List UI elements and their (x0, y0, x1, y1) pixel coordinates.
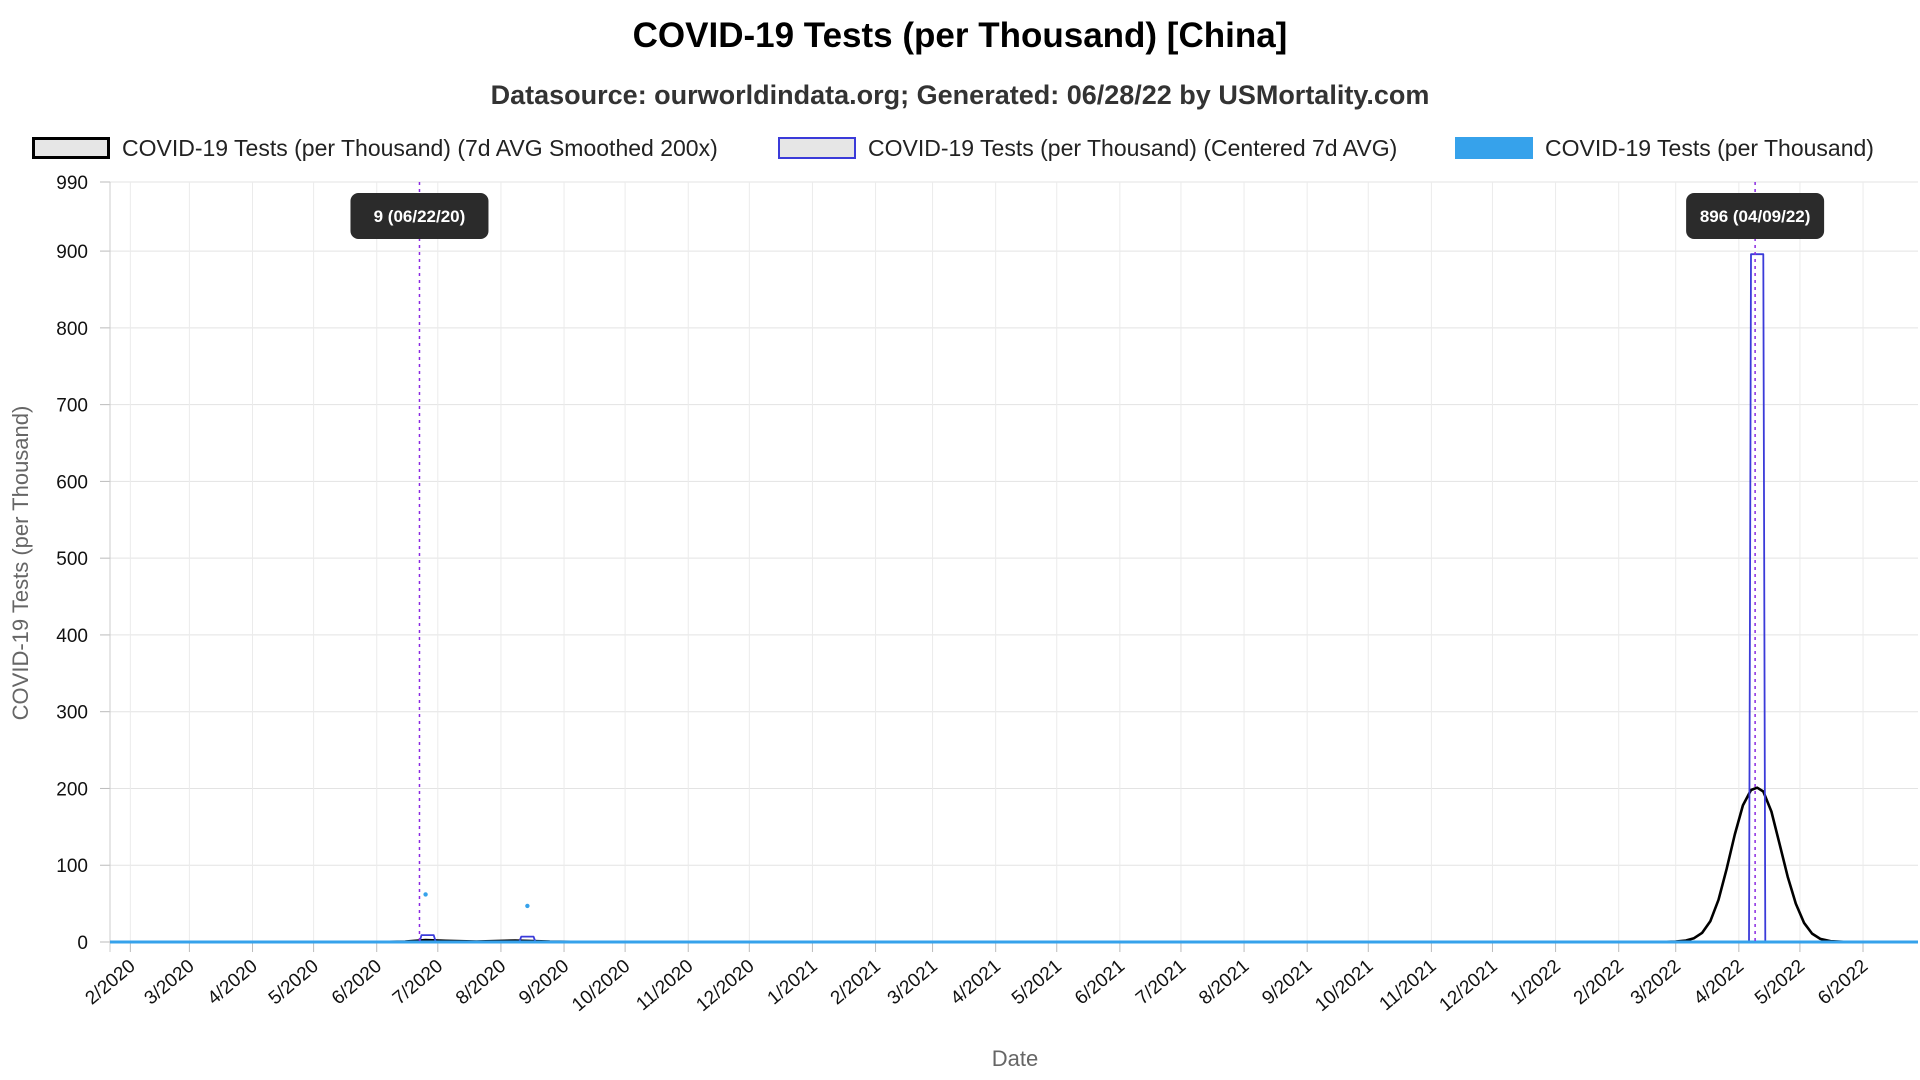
series-2-point (525, 903, 530, 909)
series-2-point (423, 892, 428, 897)
x-tick-label: 12/2021 (1436, 956, 1502, 1016)
y-tick-label: 600 (56, 472, 88, 493)
legend-swatch-centered (778, 137, 856, 159)
x-tick-label: 9/2020 (515, 956, 573, 1009)
x-tick-label: 3/2022 (1627, 956, 1685, 1009)
series-layer (110, 253, 1918, 944)
x-tick-label: 11/2021 (1376, 956, 1441, 1015)
x-tick-label: 11/2020 (632, 956, 697, 1015)
x-tick-label: 4/2020 (204, 956, 262, 1009)
y-tick-label: 500 (56, 549, 88, 570)
y-tick-label: 100 (56, 856, 88, 877)
x-tick-label: 4/2022 (1690, 956, 1748, 1009)
legend-swatch-smoothed (32, 137, 110, 159)
chart-title: COVID-19 Tests (per Thousand) [China] (632, 16, 1288, 55)
legend: COVID-19 Tests (per Thousand) (7d AVG Sm… (0, 130, 1920, 166)
x-axis-title: Date (992, 1046, 1038, 1071)
legend-item-centered[interactable]: COVID-19 Tests (per Thousand) (Centered … (778, 130, 1397, 166)
y-tick-label: 900 (56, 242, 88, 263)
x-tick-label: 10/2021 (1311, 956, 1377, 1016)
tooltip-box (1686, 193, 1825, 239)
y-tick-label: 400 (56, 626, 88, 647)
grid-lines (110, 181, 1918, 943)
x-tick-label: 8/2021 (1195, 956, 1253, 1009)
y-axis-title: COVID-19 Tests (per Thousand) (8, 406, 33, 721)
x-tick-label: 8/2020 (452, 956, 510, 1009)
tooltip-label: 9 (06/22/20) (374, 207, 466, 226)
series-1-line (110, 253, 1918, 943)
x-tick-label: 2/2021 (827, 956, 885, 1009)
legend-item-daily[interactable]: COVID-19 Tests (per Thousand) (1455, 130, 1874, 166)
x-tick-label: 6/2022 (1814, 956, 1872, 1009)
x-tick-label: 3/2021 (884, 956, 942, 1009)
legend-item-smoothed[interactable]: COVID-19 Tests (per Thousand) (7d AVG Sm… (32, 130, 718, 166)
x-tick-label: 3/2020 (141, 956, 199, 1009)
x-tick-label: 5/2021 (1008, 956, 1066, 1009)
x-tick-label: 12/2020 (692, 956, 758, 1016)
legend-label-smoothed: COVID-19 Tests (per Thousand) (7d AVG Sm… (122, 134, 718, 161)
y-tick-label: 200 (56, 779, 88, 800)
legend-label-centered: COVID-19 Tests (per Thousand) (Centered … (868, 134, 1398, 161)
x-tick-label: 5/2022 (1751, 956, 1809, 1009)
y-tick-label: 0 (77, 933, 88, 954)
x-tick-label: 1/2021 (764, 956, 822, 1009)
tooltip-label: 896 (04/09/22) (1700, 207, 1811, 226)
y-tick-label: 300 (56, 703, 88, 724)
x-tick-label: 6/2020 (328, 956, 386, 1009)
x-tick-label: 7/2021 (1132, 956, 1190, 1009)
x-tick-label: 2/2020 (82, 956, 140, 1009)
legend-swatch-daily (1455, 137, 1533, 159)
x-tick-label: 1/2022 (1507, 956, 1565, 1009)
x-tick-label: 4/2021 (947, 956, 1005, 1009)
x-tick-label: 10/2020 (568, 956, 634, 1016)
tooltip-box (350, 193, 489, 239)
y-tick-label: 800 (56, 319, 88, 340)
x-tick-label: 2/2022 (1570, 956, 1628, 1009)
y-tick-label: 700 (56, 396, 88, 417)
y-tick-label: 990 (56, 173, 88, 194)
chart-subtitle: Datasource: ourworldindata.org; Generate… (490, 80, 1430, 110)
legend-label-daily: COVID-19 Tests (per Thousand) (1545, 134, 1874, 161)
x-tick-label: 9/2021 (1258, 956, 1316, 1009)
x-axis: 2/2020 3/2020 4/2020 5/2020 6/2020 7/2020 8/20… (82, 941, 1918, 1016)
y-axis: 0 100 200 300 400 500 600 700 800 900 990 (56, 173, 111, 954)
x-tick-label: 7/2020 (389, 956, 447, 1009)
x-tick-label: 6/2021 (1071, 956, 1129, 1009)
marker-layer: 9 (06/22/20) 896 (04/09/22) (350, 182, 1825, 942)
x-tick-label: 5/2020 (265, 956, 323, 1009)
